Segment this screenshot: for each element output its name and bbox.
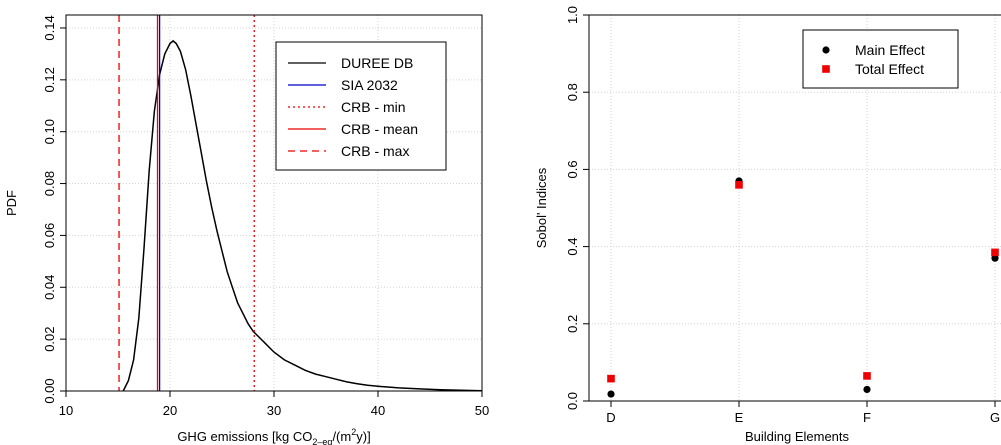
pdf-x-tick-label: 40 [371, 403, 385, 418]
sobol-y-tick-label: 0.6 [565, 160, 580, 178]
pdf-legend-label: SIA 2032 [341, 77, 398, 93]
pdf-x-tick-label: 20 [163, 403, 177, 418]
sobol-point-total-effect [735, 181, 743, 189]
pdf-y-tick-label: 0.08 [42, 171, 57, 196]
pdf-x-tick-label: 30 [267, 403, 281, 418]
sobol-ticks: D E F G 0.0 0.2 0.4 0.6 0.8 1.0 [565, 6, 1000, 425]
sobol-point-main-effect [607, 390, 615, 398]
sobol-legend: Main Effect Total Effect [802, 29, 959, 89]
sobol-y-tick-label: 0.0 [565, 392, 580, 410]
pdf-series [118, 15, 483, 392]
sobol-chart: D E F G 0.0 0.2 0.4 0.6 0.8 1.0 Building Elements… [534, 6, 1001, 444]
sobol-legend-swatch [822, 46, 830, 54]
pdf-y-tick-label: 0.02 [42, 326, 57, 351]
sobol-point-total-effect [863, 372, 871, 380]
sobol-point-main-effect [863, 385, 871, 394]
pdf-x-axis-label: GHG emissions [kg CO2–eq/(m2y)] [177, 427, 370, 445]
pdf-ticks: 10 20 30 40 50 0.00 0.02 0.04 0.06 0.08 0.10 0.12 0.… [42, 15, 489, 418]
pdf-legend-label: CRB - min [341, 99, 406, 115]
sobol-points [607, 177, 999, 398]
sobol-x-axis-label: Building Elements [745, 429, 850, 444]
sobol-point-total-effect [991, 248, 999, 257]
sobol-y-tick-label: 0.8 [565, 83, 580, 101]
sobol-point-total-effect [607, 374, 615, 383]
sobol-legend-swatch [822, 65, 830, 73]
pdf-grid [65, 15, 483, 392]
sobol-legend-box [802, 29, 959, 89]
sobol-legend-label: Main Effect [855, 42, 925, 58]
pdf-legend-label: CRB - max [341, 143, 409, 159]
sobol-x-tick-label: G [990, 410, 1000, 425]
sobol-x-tick-label: F [863, 410, 871, 425]
pdf-y-tick-label: 0.00 [42, 378, 57, 403]
sobol-y-axis-label: Sobol' Indices [534, 167, 549, 248]
pdf-y-axis-label: PDF [4, 190, 19, 216]
sobol-plot-frame [588, 14, 1001, 402]
pdf-y-tick-label: 0.04 [42, 275, 57, 300]
sobol-y-tick-label: 1.0 [565, 6, 580, 24]
pdf-chart: 10 20 30 40 50 0.00 0.02 0.04 0.06 0.08 0.10 0.12 0.… [4, 14, 489, 445]
pdf-y-tick-label: 0.10 [42, 119, 57, 144]
sobol-legend-label: Total Effect [855, 61, 924, 77]
pdf-y-tick-label: 0.14 [42, 15, 57, 40]
pdf-legend-label: CRB - mean [341, 121, 418, 137]
sobol-point-main-effect [991, 254, 999, 262]
pdf-curve-duree-db [122, 39, 483, 392]
pdf-legend-label: DUREE DB [341, 55, 413, 71]
sobol-x-tick-label: D [606, 410, 615, 425]
pdf-x-tick-label: 50 [475, 403, 489, 418]
pdf-legend: DUREE DB SIA 2032 CRB - min CRB - mean CRB -… [275, 41, 447, 171]
sobol-y-tick-label: 0.4 [565, 238, 580, 256]
pdf-y-tick-label: 0.06 [42, 223, 57, 248]
pdf-y-tick-label: 0.12 [42, 67, 57, 92]
sobol-x-tick-label: E [735, 410, 744, 425]
pdf-x-tick-label: 10 [59, 403, 73, 418]
sobol-y-tick-label: 0.2 [565, 315, 580, 333]
